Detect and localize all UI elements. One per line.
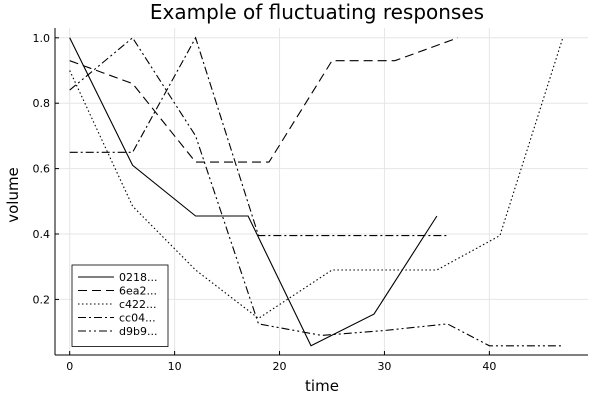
tick-labels: 0 10 20 30 40 0.2 0.4 0.6 0.8 1.0 bbox=[33, 32, 497, 373]
x-tick-label: 20 bbox=[273, 360, 287, 373]
x-axis-label: time bbox=[305, 377, 339, 395]
legend-box bbox=[71, 264, 169, 347]
x-tick-label: 30 bbox=[377, 360, 391, 373]
chart-title: Example of fluctuating responses bbox=[150, 0, 484, 24]
x-tick-label: 40 bbox=[482, 360, 496, 373]
legend: 0218...6ea2...c422...cc04...d9b9... bbox=[71, 264, 169, 347]
y-tick-label: 0.8 bbox=[33, 97, 51, 110]
series-line-3 bbox=[69, 37, 564, 320]
legend-label-5: d9b9... bbox=[119, 325, 157, 338]
series-line-4 bbox=[69, 36, 448, 237]
series-lines bbox=[69, 36, 564, 347]
y-tick-label: 0.6 bbox=[33, 163, 51, 176]
y-tick-label: 0.4 bbox=[33, 228, 51, 241]
legend-label-1: 0218... bbox=[119, 271, 157, 284]
legend-label-2: 6ea2... bbox=[119, 285, 157, 298]
legend-label-4: cc04... bbox=[119, 312, 156, 325]
x-tick-label: 10 bbox=[168, 360, 182, 373]
x-tick-label: 0 bbox=[66, 360, 73, 373]
y-tick-label: 1.0 bbox=[33, 32, 51, 45]
series-line-1 bbox=[69, 37, 438, 347]
y-axis-label: volume bbox=[4, 167, 22, 223]
series-line-2 bbox=[69, 37, 459, 163]
y-tick-label: 0.2 bbox=[33, 293, 51, 306]
axes bbox=[54, 28, 588, 356]
grid bbox=[55, 28, 588, 355]
legend-label-3: c422... bbox=[119, 298, 157, 311]
